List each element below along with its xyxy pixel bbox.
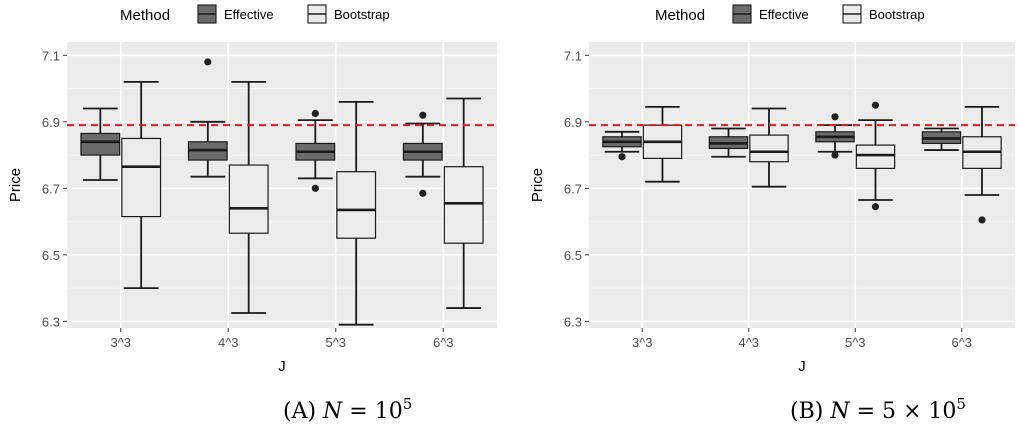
caption-exponent: 5: [403, 395, 413, 413]
outlier-point: [871, 101, 880, 109]
caption-equation: = 5 × 10: [850, 399, 957, 424]
x-tick-label: 6^3: [433, 335, 454, 350]
box-iqr: [749, 134, 789, 163]
box-effective-4^3: [187, 58, 228, 178]
outlier-point: [831, 113, 839, 121]
caption-prefix: (A): [283, 399, 323, 424]
figure-caption: (B) N = 5 × 105: [790, 395, 966, 424]
box-iqr: [336, 171, 377, 239]
y-tick-label: 6.5: [564, 248, 582, 263]
x-tick-label: 4^3: [218, 335, 239, 350]
caption-variable: N: [829, 399, 850, 424]
box-effective-3^3: [80, 107, 121, 181]
y-tick-label: 6.7: [42, 181, 60, 196]
box-effective-3^3: [602, 130, 642, 161]
outlier-point: [311, 184, 319, 192]
box-iqr: [228, 164, 269, 234]
figure-caption: (A) N = 105: [283, 395, 412, 424]
box-bootstrap-5^3: [336, 100, 377, 326]
legend-entry-bootstrap: Bootstrap: [869, 7, 925, 22]
caption-variable: N: [322, 399, 343, 424]
outlier-point: [618, 153, 626, 161]
box-bootstrap-4^3: [749, 107, 789, 188]
box-bootstrap-4^3: [228, 81, 269, 314]
plot-panel: [589, 42, 1015, 328]
box-effective-6^3: [402, 111, 443, 197]
outlier-point: [419, 111, 427, 119]
legend-title: Method: [655, 7, 705, 24]
box-bootstrap-5^3: [855, 101, 896, 211]
legend: Method Effective Bootstrap: [655, 4, 925, 24]
box-iqr: [855, 144, 896, 169]
x-tick-label: 3^3: [632, 335, 653, 350]
y-tick-label: 6.3: [564, 314, 582, 329]
legend: Method Effective Bootstrap: [120, 4, 390, 24]
y-tick-label: 6.7: [564, 181, 582, 196]
box-effective-4^3: [708, 127, 749, 158]
chart-panel-a: Method Effective Bootstrap 6.3 6.5 6.7 6.9 7.1 3…: [7, 4, 497, 424]
caption-prefix: (B): [790, 399, 830, 424]
box-iqr: [121, 137, 162, 218]
y-tick-label: 6.5: [42, 248, 60, 263]
box-bootstrap-6^3: [443, 97, 484, 309]
legend-title: Method: [120, 7, 170, 24]
box-iqr: [443, 166, 484, 244]
x-tick-label: 6^3: [951, 335, 972, 350]
outlier-point: [311, 109, 319, 118]
y-axis-title: Price: [529, 168, 546, 202]
legend-entry-effective: Effective: [759, 7, 809, 22]
caption-equation: = 10: [342, 399, 402, 424]
box-bootstrap-6^3: [962, 105, 1002, 224]
box-effective-6^3: [921, 127, 962, 151]
legend-entry-bootstrap: Bootstrap: [334, 7, 390, 22]
chart-panel-b: Method Effective Bootstrap 6.3 6.5 6.7 6.9 7.1 3…: [529, 4, 1015, 424]
x-tick-label: 4^3: [738, 335, 759, 350]
y-tick-label: 7.1: [564, 48, 582, 63]
box-effective-5^3: [295, 109, 336, 192]
x-tick-label: 5^3: [845, 335, 866, 350]
box-iqr: [80, 132, 121, 156]
box-bootstrap-3^3: [121, 81, 162, 289]
legend-entry-effective: Effective: [224, 7, 274, 22]
y-tick-label: 7.1: [42, 48, 60, 63]
y-tick-label: 6.9: [564, 115, 582, 130]
outlier-point: [831, 151, 839, 159]
x-axis-title: J: [278, 358, 286, 375]
x-tick-label: 5^3: [325, 335, 346, 350]
outlier-point: [419, 189, 427, 197]
x-axis-title: J: [798, 358, 806, 375]
outlier-point: [204, 58, 212, 66]
y-tick-label: 6.9: [42, 115, 60, 130]
caption-exponent: 5: [956, 395, 966, 413]
y-axis-title: Price: [7, 168, 24, 202]
outlier-point: [978, 216, 986, 224]
outlier-point: [871, 203, 880, 211]
x-tick-label: 3^3: [110, 335, 131, 350]
y-tick-label: 6.3: [42, 314, 60, 329]
